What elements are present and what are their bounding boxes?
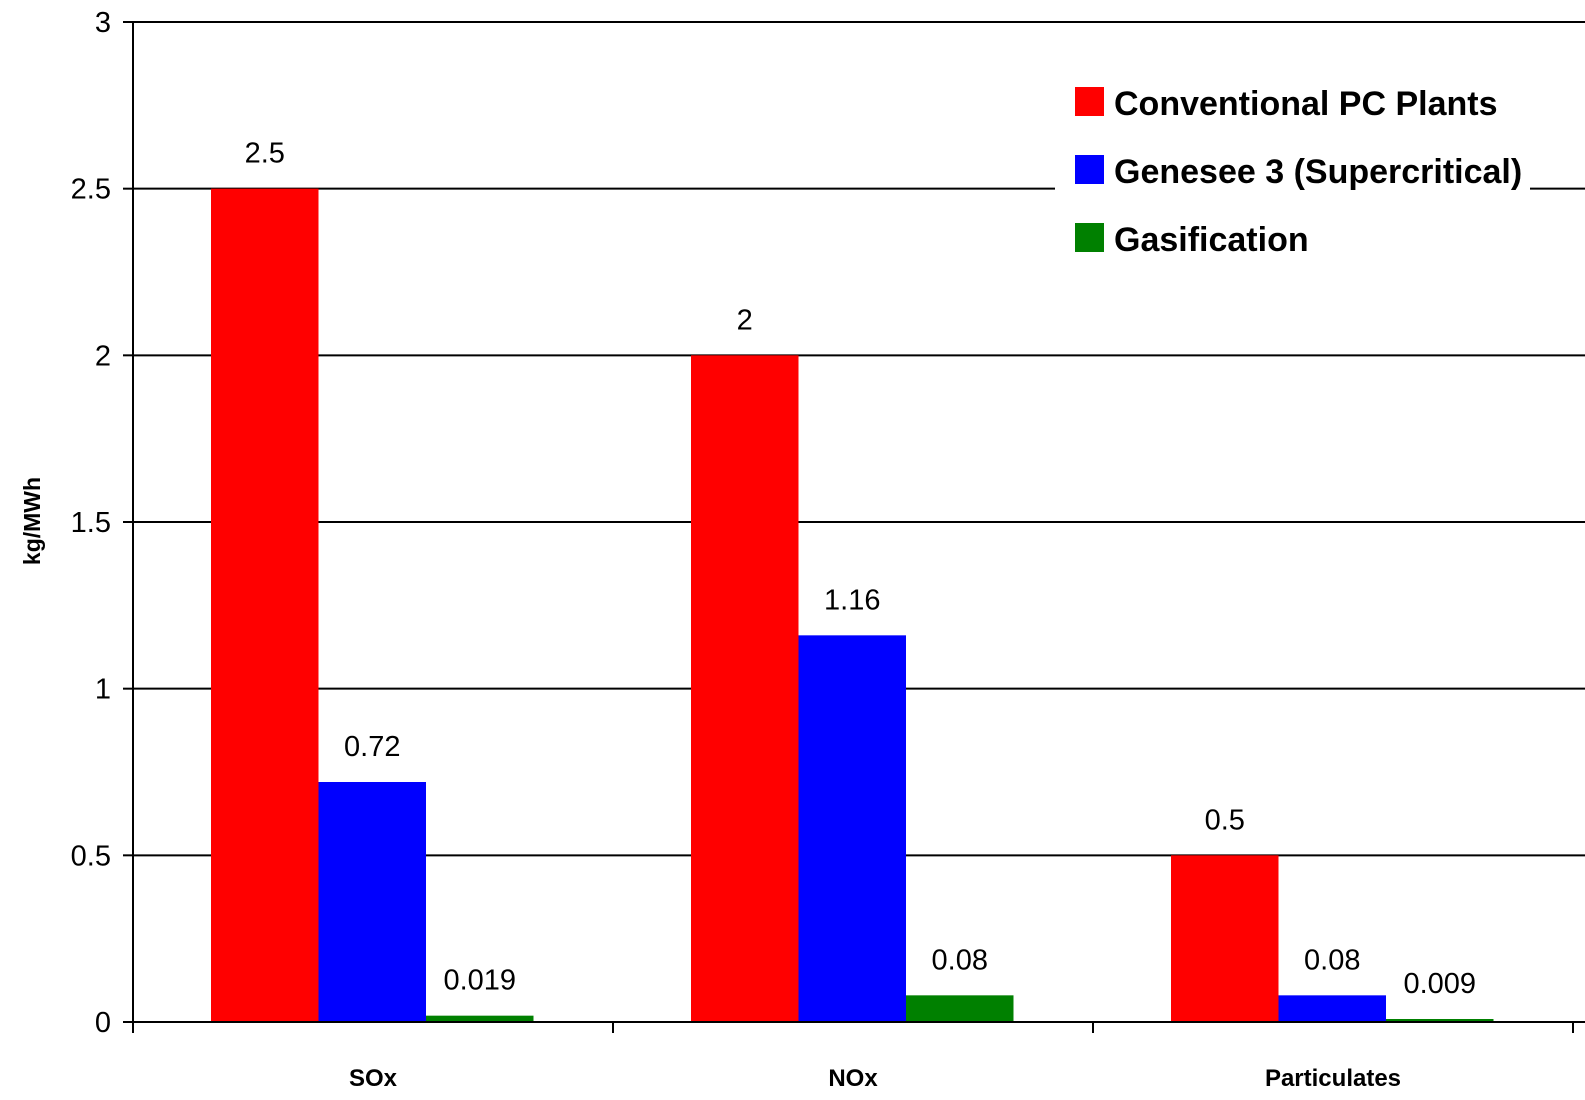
legend-label: Genesee 3 (Supercritical) (1114, 153, 1522, 191)
gridlines (133, 21, 1585, 857)
bar (1386, 1019, 1494, 1022)
bar (318, 782, 426, 1022)
bar (1278, 995, 1386, 1022)
y-tick-label: 3 (95, 7, 111, 39)
bar-value-label: 2.5 (245, 138, 285, 170)
legend-label: Conventional PC Plants (1114, 85, 1498, 123)
legend-swatch (1075, 155, 1104, 184)
y-tick-label: 2.5 (71, 174, 111, 206)
bars (211, 188, 1494, 1022)
legend-background (1055, 68, 1530, 280)
y-tick-label: 1 (95, 674, 111, 706)
bar-value-label: 0.019 (443, 965, 516, 997)
x-category-label: NOx (828, 1065, 878, 1092)
bar (906, 995, 1014, 1022)
bar (691, 355, 799, 1022)
y-tick-label: 0.5 (71, 840, 111, 872)
bar-value-label: 0.009 (1403, 968, 1476, 1000)
legend-label: Gasification (1114, 221, 1309, 259)
y-axis-title: kg/MWh (19, 477, 45, 565)
bar (798, 635, 906, 1022)
y-tick-label: 0 (95, 1007, 111, 1039)
bar-value-label: 0.08 (1304, 944, 1360, 976)
bar-value-label: 0.08 (932, 944, 988, 976)
legend: Conventional PC Plants Genesee 3 (Supercr… (1055, 68, 1530, 280)
data-labels: 2.5 0.72 0.019 2 1.16 0.08 0.5 0.08 0.009 (245, 138, 1476, 1000)
bar (426, 1015, 534, 1022)
y-tick-label: 2 (95, 340, 111, 372)
x-category-label: SOx (349, 1065, 398, 1092)
axes: 0 0.5 1 1.5 2 2.5 3 SOx NOx Particulates (71, 7, 1585, 1092)
bar (211, 188, 319, 1022)
bar-value-label: 2 (737, 304, 753, 336)
y-tick-label: 1.5 (71, 507, 111, 539)
bar-value-label: 0.72 (344, 731, 400, 763)
x-category-label: Particulates (1265, 1065, 1401, 1092)
legend-swatch (1075, 223, 1104, 252)
bar (1171, 855, 1279, 1022)
legend-swatch (1075, 87, 1104, 116)
bar-value-label: 0.5 (1205, 804, 1245, 836)
bar-value-label: 1.16 (824, 584, 880, 616)
